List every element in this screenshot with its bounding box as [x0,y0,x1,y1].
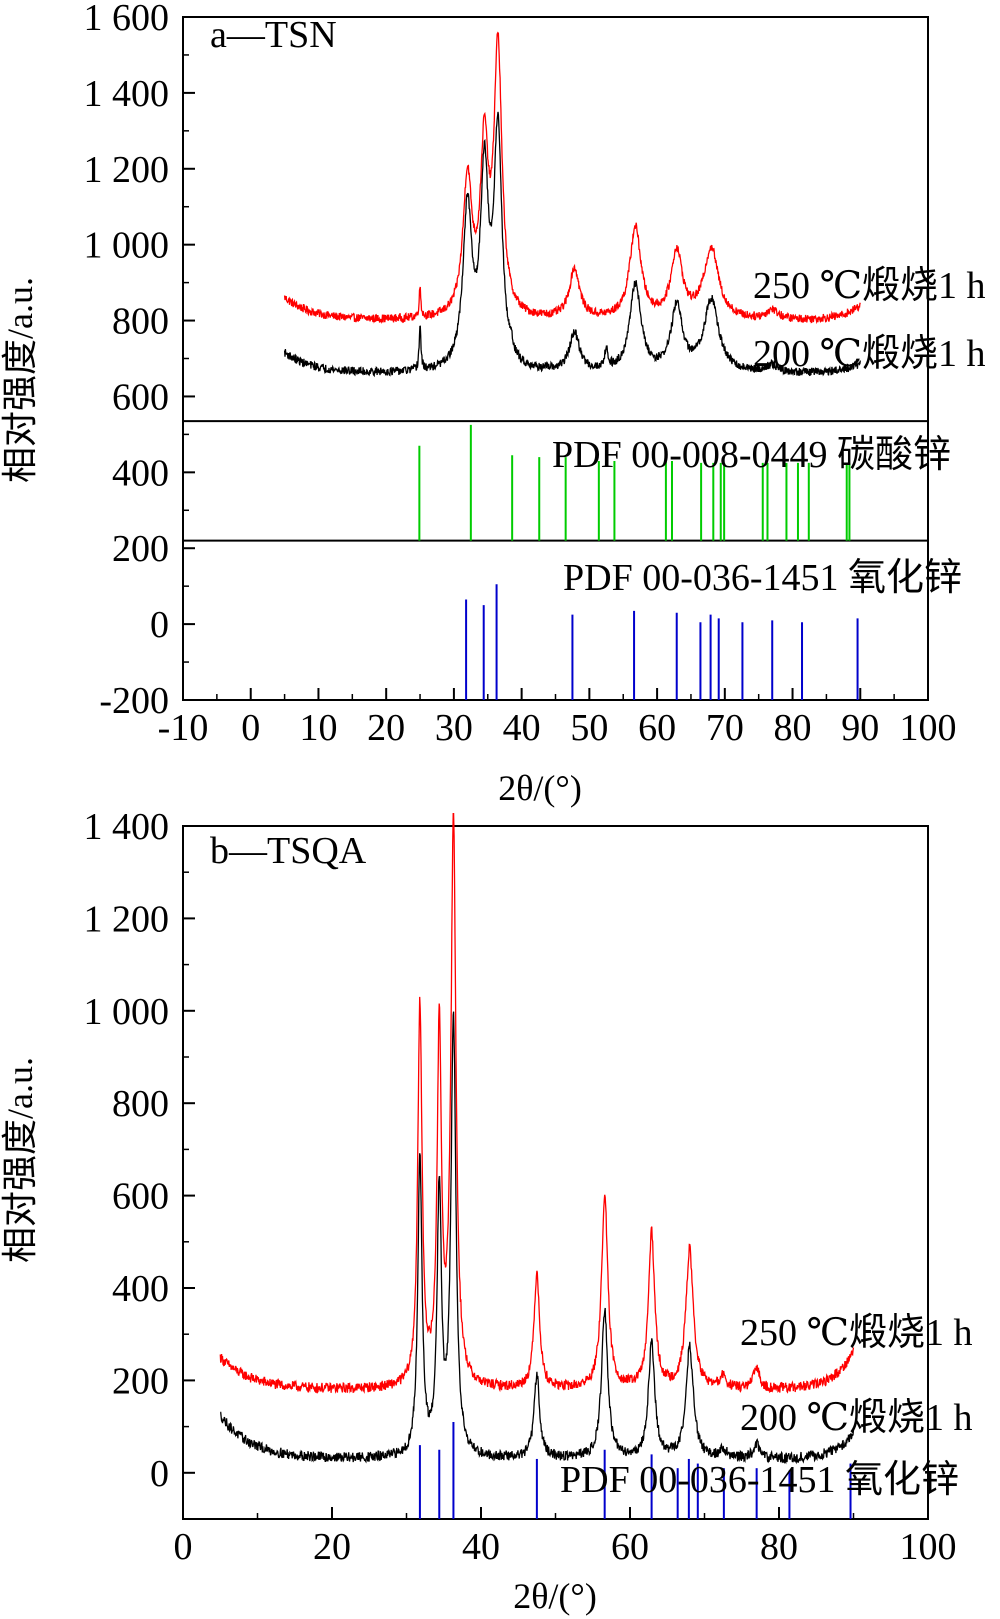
panel-b-y-axis-label: 相对强度/a.u. [0,1057,40,1263]
panel-b-x-tick-label: 80 [760,1526,798,1568]
panel-b-x-tick-label: 20 [313,1526,351,1568]
panel-b-series-1-line [219,812,855,1394]
panel-a-x-tick-label: 100 [900,707,957,749]
panel-a-series-1-label: 250 ℃煅烧1 h [753,265,986,307]
panel-a-reference-area [183,420,928,700]
panel-a-x-tick-label: 60 [638,707,676,749]
panel-b-series [219,812,855,1465]
panel-a-y-tick-label: 200 [112,528,169,570]
panel-a-series-1-line [283,31,861,325]
panel-a-y-tick-label: 400 [112,452,169,494]
panel-a-y-tick-label: 1 600 [84,0,170,39]
panel-a-x-tick-label: 20 [367,707,405,749]
panel-b-x-axis-label: 2θ/(°) [513,1576,597,1616]
panel-a-x-tick-label: 30 [435,707,473,749]
panel-a-x-tick-label: 40 [503,707,541,749]
panel-a-y-tick-label: -200 [99,680,169,722]
panel-b-x-tick-label: 40 [462,1526,500,1568]
panel-b-series-2-label: 200 ℃煅烧1 h [740,1397,973,1439]
panel-b-series-2-line [220,1011,855,1465]
panel-a-x-tick-label: 50 [570,707,608,749]
panel-b-x-tick-label: 100 [900,1526,957,1568]
panel-b-label: b—TSQA [210,830,367,872]
panel-a-y-axis-label: 相对强度/a.u. [0,277,40,483]
panel-a-ticks: -10 0 10 20 30 40 50 60 70 80 90 100 -200 0 200 400 600 8… [84,0,957,749]
panel-a-series-2-label: 200 ℃煅烧1 h [753,333,986,375]
panel-a-y-tick-label: 1 200 [84,149,170,191]
panel-a-chart: -10 0 10 20 30 40 50 60 70 80 90 100 -200 0 200 400 600 8… [0,0,986,808]
panel-a-x-tick-label: 90 [841,707,879,749]
panel-a-x-tick-label: 80 [774,707,812,749]
panel-b-y-tick-label: 1 200 [84,898,170,940]
panel-b-y-tick-label: 200 [112,1360,169,1402]
panel-b-reference-area [418,1421,852,1519]
panel-a-y-tick-label: 800 [112,301,169,343]
panel-a-y-tick-label: 600 [112,376,169,418]
panel-a-y-tick-label: 1 400 [84,73,170,115]
panel-a-x-axis-label: 2θ/(°) [498,768,582,808]
panel-b-y-tick-label: 1 000 [84,991,170,1033]
panel-a-y-tick-label: 0 [150,604,169,646]
panel-b-y-tick-label: 0 [150,1453,169,1495]
panel-a-label: a—TSN [210,14,337,56]
panel-a-ref-2-label: PDF 00-036-1451 氧化锌 [563,557,962,599]
panel-a-ref-1-label: PDF 00-008-0449 碳酸锌 [552,434,951,476]
panel-b-y-tick-label: 1 400 [84,806,170,848]
panel-a-x-tick-label: -10 [158,707,209,749]
panel-b-y-tick-label: 600 [112,1176,169,1218]
panel-a-x-tick-label: 0 [241,707,260,749]
panel-b-series-1-label: 250 ℃煅烧1 h [740,1312,973,1354]
panel-b-x-tick-label: 0 [174,1526,193,1568]
panel-b-ref-1-label: PDF 00-036-1451 氧化锌 [560,1459,959,1501]
panel-b-y-tick-label: 400 [112,1268,169,1310]
panel-b-x-tick-label: 60 [611,1526,649,1568]
panel-b-y-tick-label: 800 [112,1083,169,1125]
panel-a-y-tick-label: 1 000 [84,225,170,267]
panel-a-x-tick-label: 70 [706,707,744,749]
panel-a-x-tick-label: 10 [299,707,337,749]
panel-a-series [283,31,861,378]
panel-a-series-2-line [283,111,861,378]
